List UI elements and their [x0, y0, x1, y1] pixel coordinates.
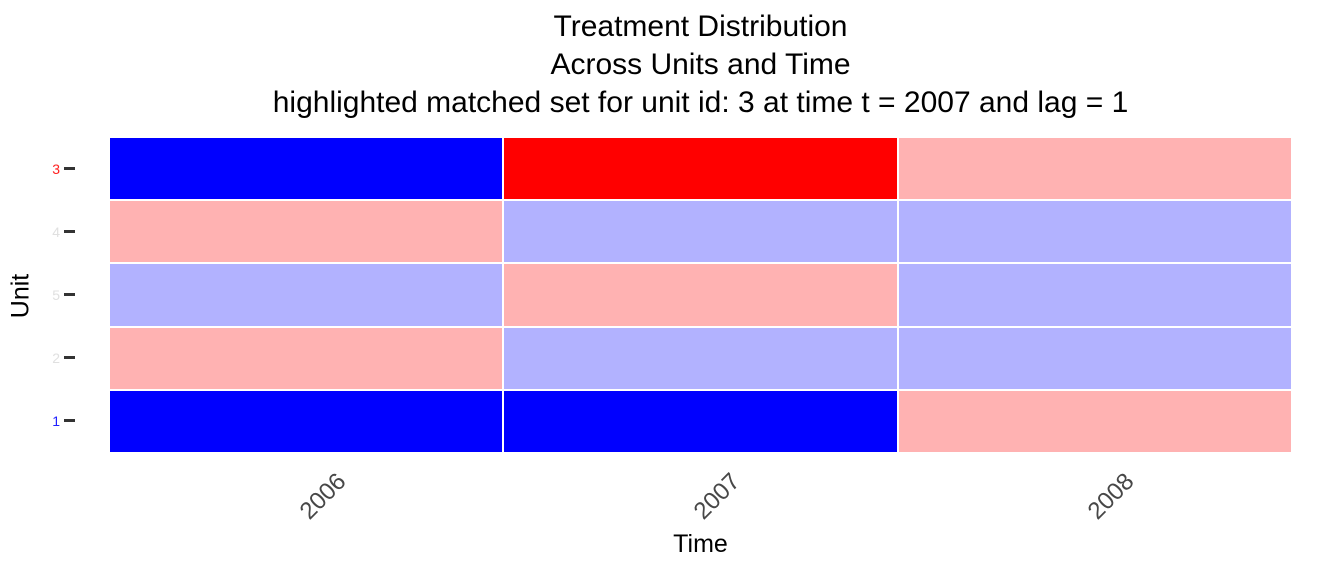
y-tick-mark-4 [64, 230, 75, 234]
tile-unit-1-2008 [898, 390, 1291, 452]
tile-unit-1-2006 [110, 390, 503, 452]
y-tick-label-5: 5 [52, 287, 60, 303]
tile-unit-2-2006 [110, 327, 503, 389]
tile-unit-2-2007 [504, 327, 897, 389]
y-tick-label-3: 3 [52, 161, 60, 178]
title-line-1: Treatment Distribution [553, 10, 848, 43]
tile-unit-4-2006 [110, 201, 503, 263]
tile-unit-4-2007 [504, 201, 897, 263]
title-line-2: Across Units and Time [550, 48, 851, 81]
y-tick-label-2: 2 [52, 349, 60, 366]
y-tick-mark-5 [64, 293, 75, 296]
y-tick-label-4: 4 [52, 224, 60, 241]
tile-unit-5-2007 [504, 264, 897, 326]
heatmap-grid [110, 138, 1291, 452]
tile-unit-3-2006 [110, 138, 503, 200]
x-axis-label: Time [673, 530, 728, 558]
tile-unit-2-2008 [898, 327, 1291, 389]
tile-unit-5-2008 [898, 264, 1291, 326]
tile-unit-1-2007 [504, 390, 897, 452]
tile-unit-4-2008 [898, 201, 1291, 263]
y-tick-label-1: 1 [52, 412, 60, 429]
plot-title: Treatment Distribution Across Units and … [110, 8, 1291, 122]
x-tick-label-2008: 2008 [1082, 468, 1140, 525]
x-tick-label-2006: 2006 [295, 468, 352, 525]
y-tick-mark-2 [64, 355, 75, 359]
x-tick-label-2007: 2007 [688, 468, 746, 525]
title-line-3: highlighted matched set for unit id: 3 a… [272, 86, 1129, 119]
y-tick-mark-3 [64, 167, 75, 171]
tile-unit-3-2008 [898, 138, 1291, 200]
tile-unit-5-2006 [110, 264, 503, 326]
y-tick-mark-1 [64, 418, 75, 422]
tile-unit-3-2007 [504, 138, 897, 200]
